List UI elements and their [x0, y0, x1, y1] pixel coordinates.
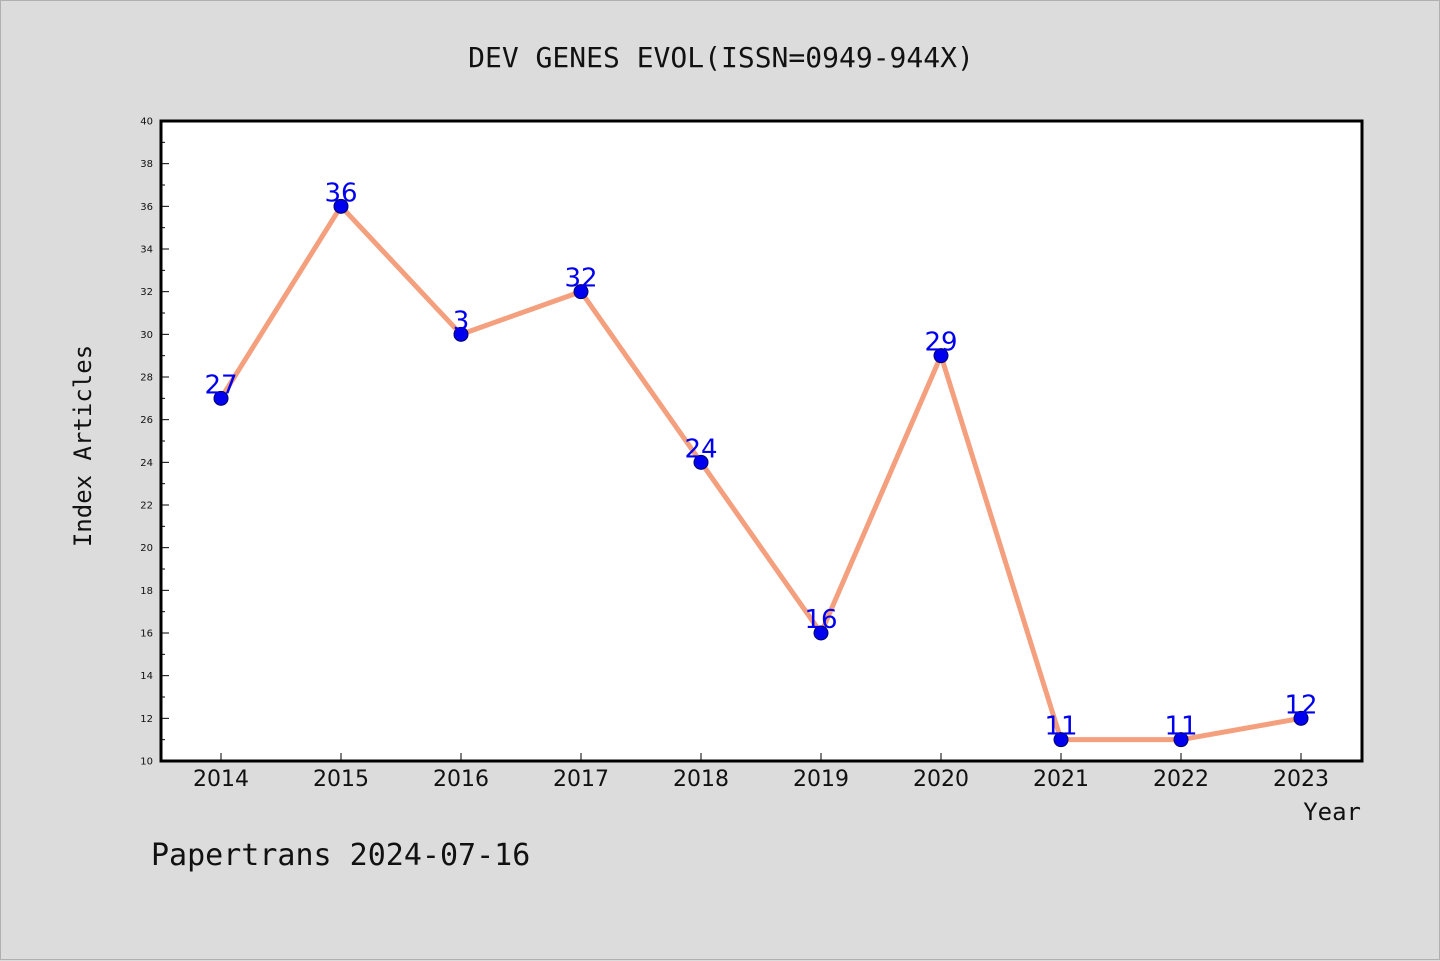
y-tick-label: 26	[140, 415, 153, 426]
x-tick-label: 2022	[1153, 767, 1209, 792]
x-tick-label: 2017	[553, 767, 609, 792]
x-tick-label: 2020	[913, 767, 969, 792]
y-tick-label: 30	[140, 330, 153, 341]
x-tick-label: 2018	[673, 767, 729, 792]
data-labels: 27 36 3 32 24 16 29 11 11 12	[204, 178, 1317, 741]
chart-title: DEV GENES EVOL(ISSN=0949-944X)	[468, 41, 974, 74]
x-tick-label: 2014	[193, 767, 249, 792]
data-point	[453, 326, 469, 342]
series-line-group	[218, 203, 1304, 743]
y-tick-label: 38	[140, 159, 153, 170]
y-tick-label: 12	[140, 714, 153, 725]
data-point	[933, 348, 949, 364]
data-label: 11	[1164, 712, 1197, 742]
data-label: 16	[804, 605, 837, 635]
y-tick-label: 24	[140, 458, 153, 469]
data-point	[813, 625, 829, 641]
data-point	[213, 390, 229, 406]
x-tick-label: 2016	[433, 767, 489, 792]
y-tick-label: 10	[140, 757, 153, 768]
footer-note: Papertrans 2024-07-16	[151, 838, 530, 873]
y-tick-label: 32	[140, 287, 153, 298]
data-points	[213, 198, 1309, 748]
x-tick-label: 2021	[1033, 767, 1089, 792]
data-label: 29	[924, 328, 957, 358]
data-label: 32	[564, 264, 597, 294]
data-label: 24	[684, 434, 717, 464]
y-tick-label: 14	[140, 671, 153, 682]
data-label: 3	[453, 306, 470, 336]
series-line	[218, 203, 1304, 743]
y-tick-label: 28	[140, 373, 153, 384]
y-tick-label: 16	[140, 629, 153, 640]
x-tick-label: 2023	[1273, 767, 1329, 792]
y-axis-label: Index Articles	[69, 345, 97, 547]
data-label: 11	[1044, 712, 1077, 742]
y-tick-label: 40	[140, 117, 153, 128]
y-tick-label: 18	[140, 586, 153, 597]
data-point	[1293, 710, 1309, 726]
x-axis-label: Year	[1303, 798, 1361, 826]
y-tick-label: 22	[140, 501, 153, 512]
x-tick-label: 2019	[793, 767, 849, 792]
y-tick-label: 36	[140, 202, 153, 213]
x-tick-label: 2015	[313, 767, 369, 792]
data-point	[573, 284, 589, 300]
x-axis: 2014 2015 2016 2017 2018 2019 2020 2021 2022 2023	[193, 753, 1329, 792]
data-point	[1173, 732, 1189, 748]
y-tick-label: 34	[140, 245, 153, 256]
plot-area	[159, 119, 1364, 763]
data-label: 36	[324, 178, 357, 208]
data-label: 27	[204, 370, 237, 400]
data-point	[1053, 732, 1069, 748]
y-tick-label: 20	[140, 543, 153, 554]
data-point	[333, 198, 349, 214]
data-label: 12	[1284, 690, 1317, 720]
y-axis: 10 12 14 16 18 20 22 24 26 28 30 32 34 36 38 40	[140, 117, 169, 768]
data-point	[693, 454, 709, 470]
